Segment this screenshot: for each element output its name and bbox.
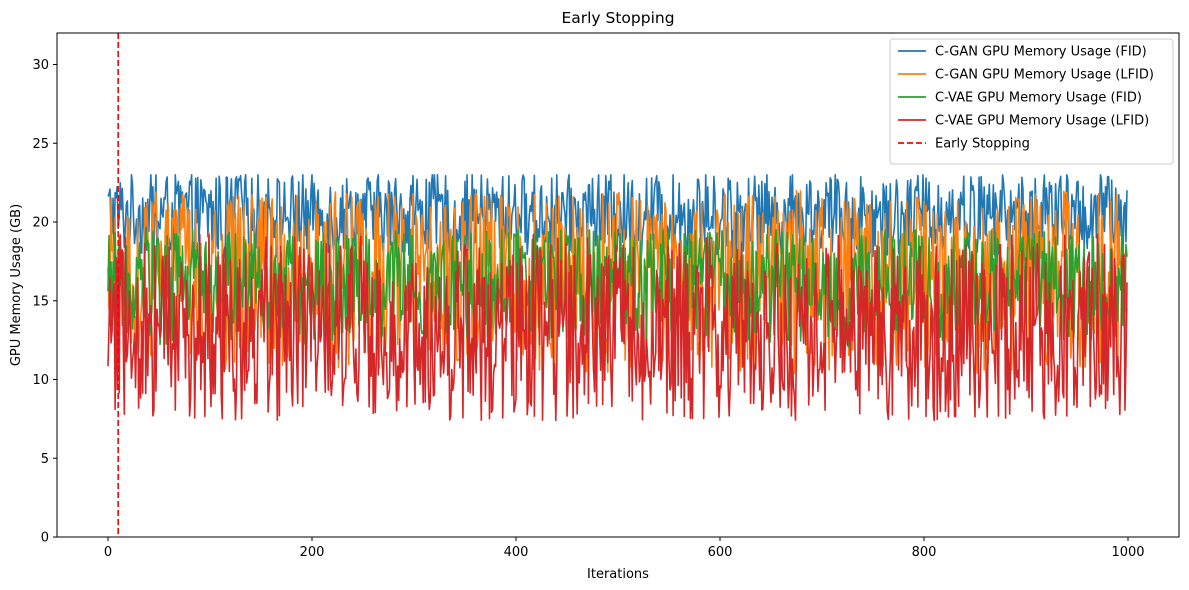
x-tick-label: 200: [300, 545, 325, 560]
x-tick-label: 1000: [1111, 545, 1144, 560]
series-layer: [107, 173, 1128, 422]
legend-box: [889, 38, 1174, 165]
y-axis: 0 5 10 15 20 25 30: [32, 58, 57, 546]
x-tick-label: 0: [104, 545, 112, 560]
y-tick-label: 10: [32, 373, 49, 388]
series-line-2: [107, 189, 1128, 377]
x-tick-label: 400: [504, 545, 529, 560]
plot-frame: [56, 32, 1180, 538]
chart-title: Early Stopping: [561, 9, 674, 27]
legend: C-GAN GPU Memory Usage (FID) C-GAN GPU Me…: [889, 38, 1174, 165]
y-tick-label: 0: [41, 531, 49, 546]
y-tick-label: 20: [32, 216, 49, 231]
y-tick-label: 15: [32, 294, 49, 309]
legend-label-4: C-VAE GPU Memory Usage (LFID): [935, 114, 1149, 129]
y-tick-label: 30: [32, 58, 49, 73]
legend-label-2: C-GAN GPU Memory Usage (LFID): [935, 68, 1154, 83]
y-tick-label: 5: [41, 452, 49, 467]
legend-label-3: C-VAE GPU Memory Usage (FID): [935, 91, 1142, 106]
y-tick-label: 25: [32, 137, 49, 152]
legend-label-1: C-GAN GPU Memory Usage (FID): [935, 45, 1147, 60]
x-tick-label: 800: [912, 545, 937, 560]
x-axis-label: Iterations: [587, 567, 649, 582]
x-tick-label: 600: [708, 545, 733, 560]
series-line-4: [107, 233, 1128, 422]
x-axis: 0 200 400 600 800 1000: [104, 537, 1145, 560]
y-axis-label: GPU Memory Usage (GB): [9, 204, 24, 366]
legend-label-5: Early Stopping: [935, 137, 1030, 152]
